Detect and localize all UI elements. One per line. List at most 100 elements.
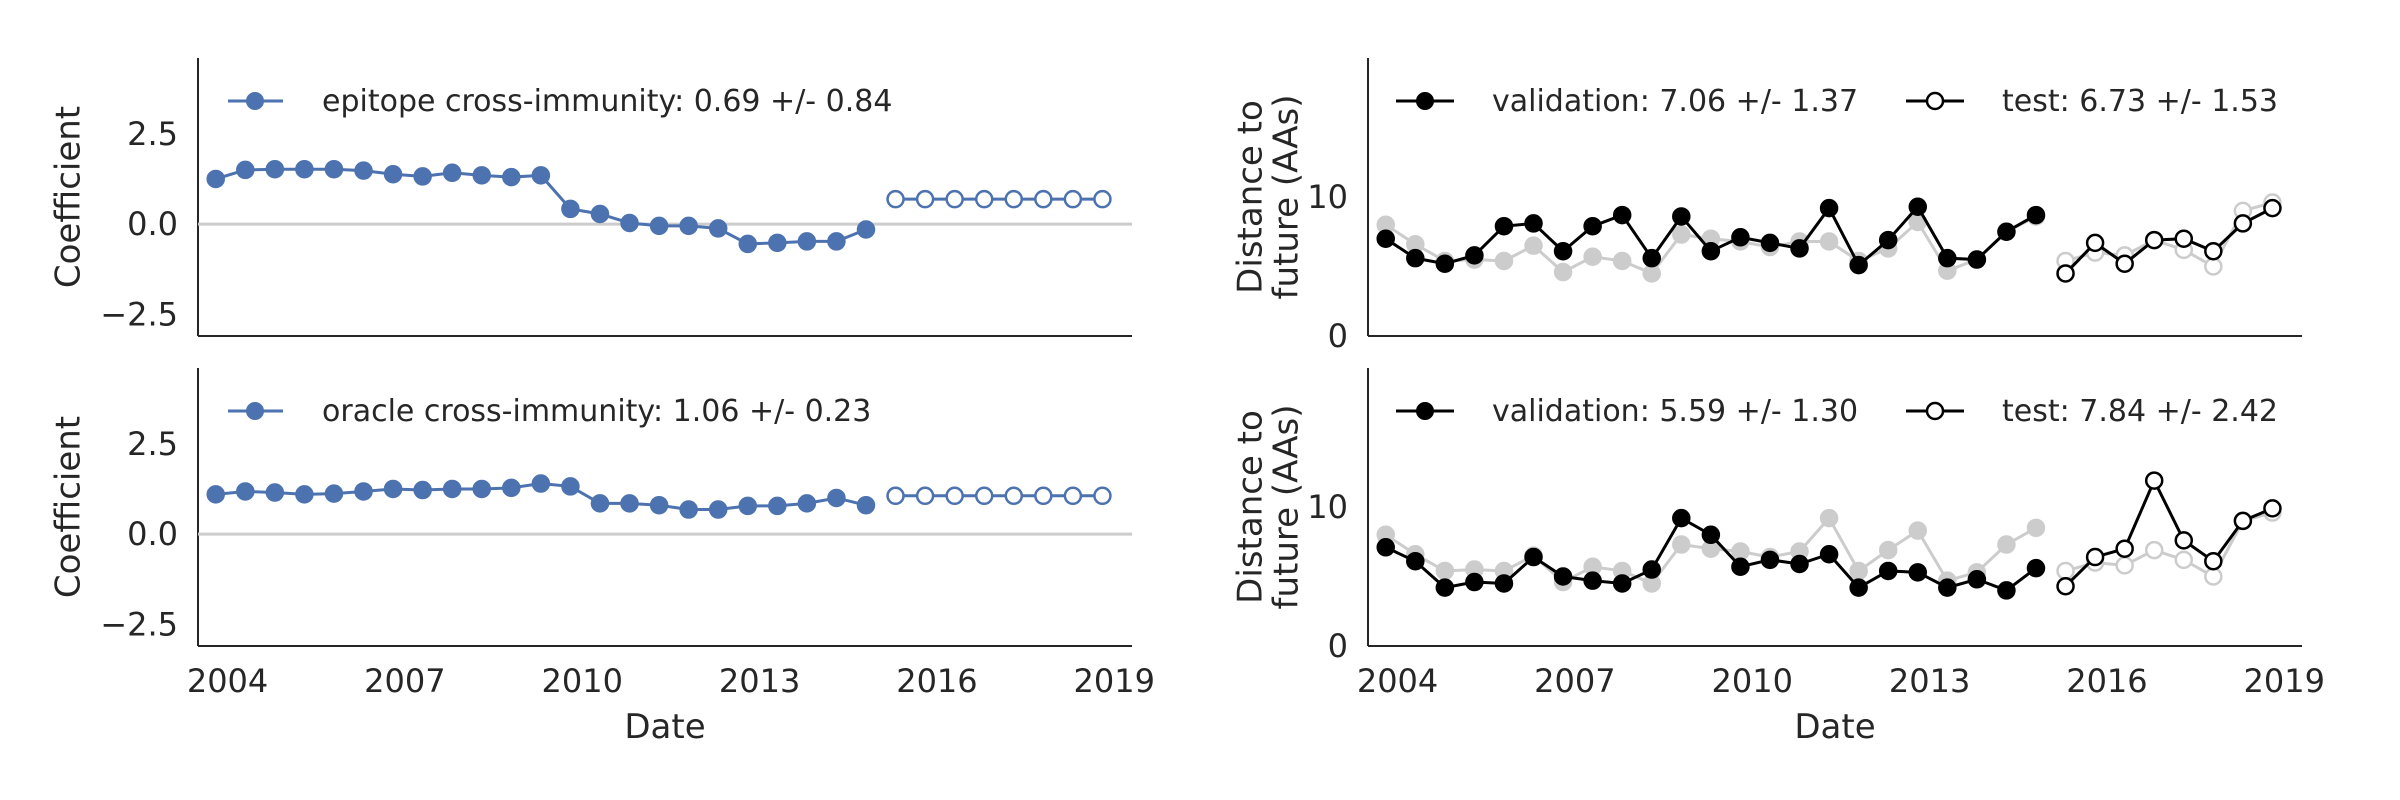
validation-series-point (206, 485, 225, 504)
validation-series (1376, 508, 2046, 600)
y-tick-label: 0.0 (127, 205, 178, 243)
validation-baseline-series-point (1642, 264, 1661, 283)
y-tick-label: −2.5 (100, 295, 178, 333)
validation-series-point (383, 165, 403, 184)
validation-series-point (413, 480, 432, 500)
validation-series (206, 159, 876, 254)
test-baseline-series-point (2144, 540, 2164, 560)
validation-series-point (856, 495, 876, 515)
validation-series-point (442, 479, 462, 499)
validation-series-point (768, 496, 787, 516)
test-series-point (2204, 241, 2223, 261)
test-series-point (2115, 254, 2134, 273)
validation-baseline-series-point (1524, 236, 1543, 255)
x-tick-label: 2013 (1889, 662, 1970, 700)
y-tick-label: 10 (1307, 488, 1348, 526)
test-baseline-series-point (2204, 257, 2223, 276)
validation-series-point (1701, 241, 1721, 261)
test-series-point (2144, 471, 2164, 490)
panel-coefficient-bottom: 2.5 0.0 −2.5 Coefficient 2004 2007 2010 2013 201… (49, 368, 1155, 747)
validation-series-point (738, 234, 758, 254)
test-series-point (1004, 189, 1024, 209)
test-series-point (1093, 189, 1112, 209)
legend: validation: 7.06 +/- 1.37 test: 6.73 +/- … (1396, 84, 2278, 119)
legend: epitope cross-immunity: 0.69 +/- 0.84 (228, 84, 892, 119)
panel-coefficient-top: 2.5 0.0 −2.5 Coefficient epitope cross-immun… (49, 58, 1132, 337)
legend-label: test: 6.73 +/- 1.53 (2002, 84, 2278, 119)
validation-series-point (1849, 578, 1868, 597)
test-series-point (945, 486, 964, 506)
test-series-point (2056, 576, 2075, 596)
validation-series-point (354, 482, 373, 501)
validation-baseline-series-point (1494, 251, 1514, 271)
legend-marker (246, 92, 264, 110)
validation-series-point (1849, 255, 1868, 275)
test-series (2056, 471, 2282, 596)
validation-series-point (561, 477, 580, 496)
legend: validation: 5.59 +/- 1.30 test: 7.84 +/- … (1396, 394, 2278, 429)
validation-series-point (620, 494, 639, 513)
test-series-point (945, 189, 964, 209)
x-tick-label: 2019 (2244, 662, 2325, 700)
validation-series-point (442, 163, 462, 183)
legend-marker (1416, 402, 1434, 420)
validation-baseline-series-point (1731, 542, 1750, 561)
validation-series (1376, 197, 2046, 275)
validation-series-point (1938, 248, 1957, 268)
y-tick-label: −2.5 (100, 605, 178, 643)
validation-series-point (1553, 567, 1573, 586)
validation-series-point (620, 213, 639, 233)
validation-baseline-series-point (1849, 561, 1868, 581)
validation-series-point (472, 166, 491, 185)
y-axis-label: future (AAs) (1267, 404, 1307, 609)
legend-label: validation: 7.06 +/- 1.37 (1492, 84, 1858, 119)
validation-baseline-series-point (2026, 518, 2046, 538)
test-baseline-series (2056, 193, 2282, 276)
validation-series-point (1553, 241, 1573, 261)
validation-series-point (1465, 572, 1484, 592)
validation-series-point (1376, 538, 1395, 557)
legend-marker (1925, 91, 1945, 111)
validation-series-point (1997, 222, 2016, 241)
validation-baseline-series-point (1819, 232, 1839, 251)
validation-series-point (1701, 525, 1721, 545)
y-tick-label: 0 (1328, 627, 1348, 665)
validation-series-point (856, 220, 876, 239)
validation-series-point (1494, 574, 1514, 593)
legend-label: epitope cross-immunity: 0.69 +/- 0.84 (322, 84, 892, 119)
validation-series-point (1494, 216, 1514, 236)
test-baseline-series-point (2204, 567, 2223, 586)
y-axis-label: future (AAs) (1267, 94, 1307, 299)
x-tick-label: 2007 (364, 662, 445, 700)
validation-series-point (472, 479, 491, 499)
test-series-point (1034, 189, 1053, 209)
validation-series-point (827, 232, 846, 251)
validation-series-point (1406, 551, 1425, 571)
validation-series-point (1524, 547, 1543, 567)
validation-series-point (1908, 197, 1928, 216)
validation-series-point (324, 484, 344, 503)
test-series-point (2144, 230, 2164, 250)
validation-series-point (1790, 554, 1809, 574)
y-axis-label: Coefficient (49, 416, 89, 598)
validation-series-point (708, 500, 728, 519)
validation-series-point (590, 494, 610, 513)
test-series-point (2115, 539, 2134, 558)
validation-series-point (1583, 216, 1602, 236)
validation-series-point (649, 495, 669, 515)
validation-series-point (1583, 571, 1602, 590)
validation-series-point (1435, 578, 1455, 597)
validation-series-point (1997, 581, 2016, 600)
x-tick-label: 2013 (719, 662, 800, 700)
validation-series-point (1908, 563, 1928, 582)
validation-series-point (1878, 561, 1898, 581)
test-series-point (2085, 233, 2105, 253)
test-series-point (974, 189, 994, 209)
legend: oracle cross-immunity: 1.06 +/- 0.23 (228, 394, 871, 429)
validation-series-point (768, 233, 787, 253)
x-tick-label: 2016 (896, 662, 977, 700)
legend-marker (246, 402, 264, 420)
validation-series-point (649, 216, 669, 236)
validation-series-point (2026, 205, 2046, 225)
validation-series-point (1878, 230, 1898, 250)
